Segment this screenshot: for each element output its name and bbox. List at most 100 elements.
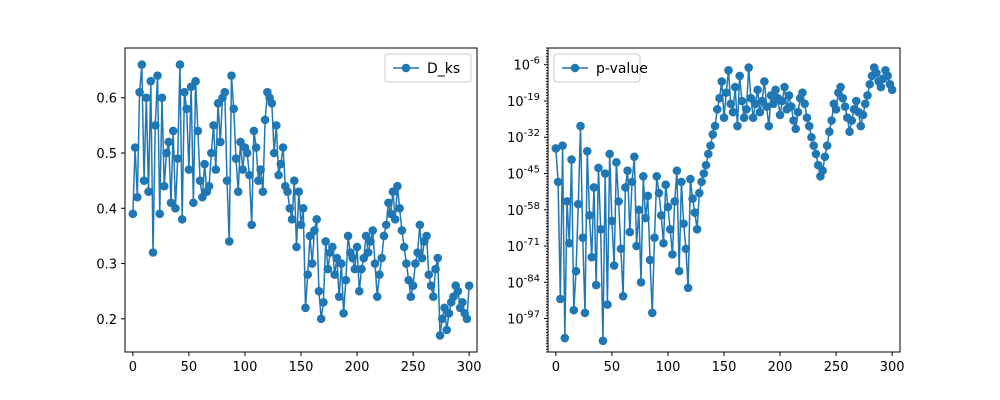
data-point [390,215,400,224]
data-point [433,253,443,263]
data-point [715,93,724,103]
data-point [339,309,348,318]
data-point [607,216,617,226]
data-point [887,85,897,95]
data-point [647,308,657,318]
data-point [809,141,818,150]
data-point [695,188,704,198]
data-point [193,126,203,136]
data-point [800,99,810,109]
data-point [621,183,630,192]
data-point [294,187,304,197]
y-tick-label: 10-45 [507,165,540,183]
data-point [242,148,252,158]
data-point [159,181,169,191]
data-point [656,211,666,220]
data-point [699,169,709,178]
legend-marker [570,63,580,73]
data-point [379,231,389,241]
data-point [164,137,174,147]
data-point [222,176,232,185]
data-point [175,60,185,69]
data-point [444,309,454,318]
x-tick-label: 150 [289,360,314,375]
x-tick-label: 200 [345,360,370,375]
plot-frame [124,47,478,353]
data-point [706,141,715,150]
data-point [712,105,722,114]
y-tick-label: 10-19 [507,92,540,110]
data-point [171,203,180,213]
data-point [609,261,619,270]
data-point [366,237,375,246]
data-point [330,270,339,279]
data-point [641,213,650,223]
data-point [428,292,438,302]
data-point [744,63,753,72]
data-point [755,107,765,117]
data-point [301,303,310,313]
x-tick-label: 100 [233,360,258,375]
data-point [395,203,404,213]
x-tick-label: 150 [712,360,737,375]
data-point [312,215,321,224]
data-point [811,149,821,159]
data-point [775,110,785,120]
data-point [323,264,333,274]
data-point [146,76,156,86]
y-tick-label: 10-58 [507,201,540,219]
data-point [650,233,659,242]
data-point [751,99,760,109]
data-point [719,113,729,123]
dks-chart: 0 50 100 150 200 250 300 0.2 0.3 0.4 0.5 0.6 D_ks [96,47,482,375]
data-point [771,85,780,95]
data-point [422,231,431,241]
data-point [728,107,738,117]
data-point [397,226,407,235]
y-tick-label: 0.4 [96,202,117,217]
data-point [283,187,292,197]
data-point [464,281,474,290]
data-point [827,116,836,125]
data-point [807,132,816,142]
data-point [354,286,364,296]
data-point [314,286,324,296]
data-point [638,171,648,181]
data-point [209,121,218,130]
data-point [701,160,711,170]
data-point [652,171,662,181]
series-line [132,64,470,336]
data-point [303,270,313,279]
data-point [791,124,801,134]
data-point [370,259,380,268]
data-point [564,238,574,248]
data-point [822,141,832,150]
data-point [411,259,420,268]
y-tick-label: 10-32 [507,128,540,146]
data-point [708,130,718,139]
data-point [665,224,675,234]
data-point [553,177,563,187]
legend-label: D_ks [427,61,460,77]
pvalue-chart: 0 50 100 150 200 250 300 10-97 10-84 10-71 10-58 10… [507,47,905,375]
data-point [310,226,319,235]
data-point [831,105,841,114]
data-point [285,203,295,213]
legend-box [384,53,472,83]
data-point [825,127,834,136]
data-point [274,170,283,180]
data-point [233,187,243,197]
data-point [321,237,330,246]
data-point [292,242,301,252]
data-point [229,104,239,114]
data-point [692,224,702,234]
y-tick-label: 10-84 [507,273,540,291]
data-point [663,202,673,212]
data-point [739,113,749,123]
data-point [173,154,182,163]
data-point [247,220,256,230]
data-point [724,66,733,75]
data-point [612,158,621,167]
data-point [585,211,594,220]
